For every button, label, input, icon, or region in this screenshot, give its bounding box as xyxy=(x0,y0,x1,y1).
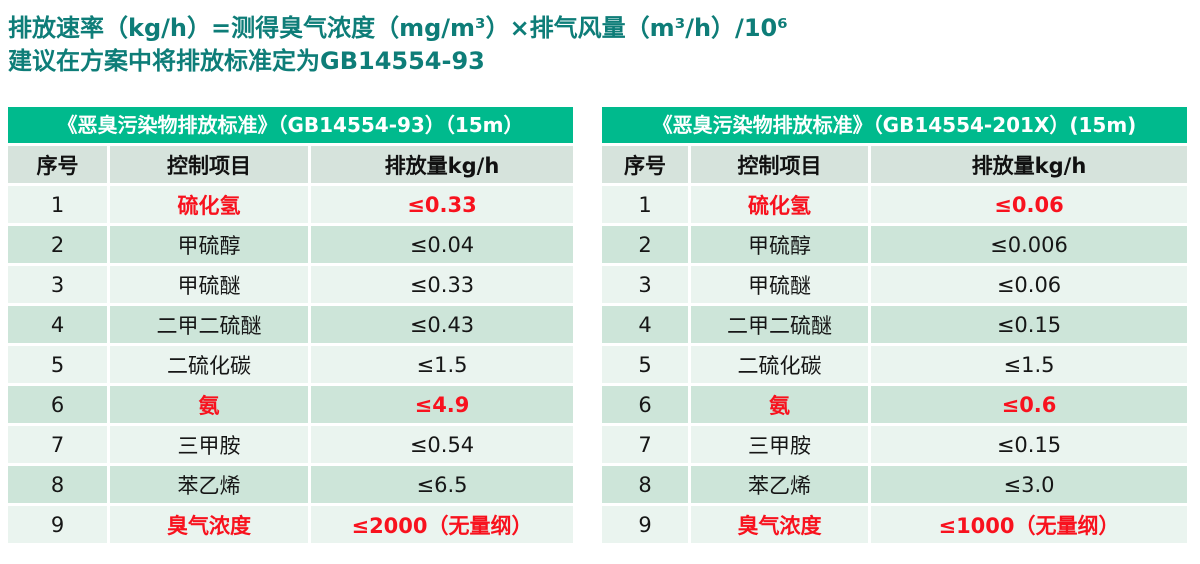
emission-limit-cell: ≤0.04 xyxy=(311,226,573,263)
row-number-cell: 7 xyxy=(8,426,107,463)
row-number-cell: 5 xyxy=(8,346,107,383)
column-header-emission-limit: 排放量kg/h xyxy=(311,146,573,183)
control-item-cell: 硫化氢 xyxy=(110,186,308,223)
control-item-cell: 氨 xyxy=(691,386,868,423)
emission-limit-cell: ≤0.06 xyxy=(871,266,1187,303)
table-row: 3 甲硫醚 ≤0.06 xyxy=(602,266,1187,303)
emission-limit-cell: ≤0.006 xyxy=(871,226,1187,263)
control-item-cell: 二硫化碳 xyxy=(110,346,308,383)
row-number-cell: 9 xyxy=(8,506,107,543)
emission-limit-cell: ≤0.54 xyxy=(311,426,573,463)
table-row: 5 二硫化碳 ≤1.5 xyxy=(602,346,1187,383)
row-number-cell: 4 xyxy=(602,306,688,343)
table-row: 9 臭气浓度 ≤1000（无量纲） xyxy=(602,506,1187,543)
table-row: 2 甲硫醇 ≤0.04 xyxy=(8,226,573,263)
control-item-cell: 臭气浓度 xyxy=(110,506,308,543)
row-number-cell: 9 xyxy=(602,506,688,543)
table-row: 4 二甲二硫醚 ≤0.15 xyxy=(602,306,1187,343)
control-item-cell: 苯乙烯 xyxy=(691,466,868,503)
row-number-cell: 2 xyxy=(602,226,688,263)
control-item-cell: 二甲二硫醚 xyxy=(691,306,868,343)
row-number-cell: 1 xyxy=(602,186,688,223)
table-row: 1 硫化氢 ≤0.06 xyxy=(602,186,1187,223)
column-header-control-item: 控制项目 xyxy=(691,146,868,183)
emission-limit-cell: ≤1000（无量纲） xyxy=(871,506,1187,543)
table-row: 7 三甲胺 ≤0.54 xyxy=(8,426,573,463)
row-number-cell: 7 xyxy=(602,426,688,463)
table-row: 8 苯乙烯 ≤3.0 xyxy=(602,466,1187,503)
emission-limit-cell: ≤3.0 xyxy=(871,466,1187,503)
table-row: 6 氨 ≤4.9 xyxy=(8,386,573,423)
control-item-cell: 三甲胺 xyxy=(691,426,868,463)
row-number-cell: 1 xyxy=(8,186,107,223)
control-item-cell: 甲硫醚 xyxy=(110,266,308,303)
table-header-row: 序号 控制项目 排放量kg/h xyxy=(602,146,1187,183)
table-body: 1 硫化氢 ≤0.06 2 甲硫醇 ≤0.006 3 甲硫醚 ≤0.06 4 二甲二硫醚 ≤0.15 5… xyxy=(602,186,1187,543)
table-row: 9 臭气浓度 ≤2000（无量纲） xyxy=(8,506,573,543)
row-number-cell: 6 xyxy=(602,386,688,423)
control-item-cell: 甲硫醇 xyxy=(110,226,308,263)
control-item-cell: 二甲二硫醚 xyxy=(110,306,308,343)
row-number-cell: 4 xyxy=(8,306,107,343)
column-header-control-item: 控制项目 xyxy=(110,146,308,183)
control-item-cell: 甲硫醇 xyxy=(691,226,868,263)
control-item-cell: 二硫化碳 xyxy=(691,346,868,383)
control-item-cell: 甲硫醚 xyxy=(691,266,868,303)
table-row: 4 二甲二硫醚 ≤0.43 xyxy=(8,306,573,343)
column-header-index: 序号 xyxy=(8,146,107,183)
emission-limit-cell: ≤0.15 xyxy=(871,426,1187,463)
row-number-cell: 3 xyxy=(8,266,107,303)
table-body: 1 硫化氢 ≤0.33 2 甲硫醇 ≤0.04 3 甲硫醚 ≤0.33 4 二甲二硫醚 ≤0.43 5 二… xyxy=(8,186,573,543)
table-header-row: 序号 控制项目 排放量kg/h xyxy=(8,146,573,183)
table-row: 6 氨 ≤0.6 xyxy=(602,386,1187,423)
standard-limits-table: 序号 控制项目 排放量kg/h 1 硫化氢 ≤0.33 2 甲硫醇 ≤0.04 3 甲硫醚 ≤0… xyxy=(5,143,576,546)
table-row: 3 甲硫醚 ≤0.33 xyxy=(8,266,573,303)
standard-recommendation-line: 建议在方案中将排放标准定为GB14554-93 xyxy=(8,47,485,75)
control-item-cell: 三甲胺 xyxy=(110,426,308,463)
emission-limit-cell: ≤0.33 xyxy=(311,186,573,223)
control-item-cell: 硫化氢 xyxy=(691,186,868,223)
emission-limit-cell: ≤0.06 xyxy=(871,186,1187,223)
table-row: 7 三甲胺 ≤0.15 xyxy=(602,426,1187,463)
row-number-cell: 6 xyxy=(8,386,107,423)
column-header-index: 序号 xyxy=(602,146,688,183)
slide-header-text: 排放速率（kg/h）=测得臭气浓度（mg/m³）×排气风量（m³/h）/10⁶ … xyxy=(8,12,788,78)
row-number-cell: 2 xyxy=(8,226,107,263)
emission-limit-cell: ≤0.33 xyxy=(311,266,573,303)
emission-standard-table-gb14554-93: 《恶臭污染物排放标准》（GB14554-93）（15m） 序号 控制项目 排放量… xyxy=(8,107,573,546)
control-item-cell: 氨 xyxy=(110,386,308,423)
emission-limit-cell: ≤2000（无量纲） xyxy=(311,506,573,543)
row-number-cell: 5 xyxy=(602,346,688,383)
table-title: 《恶臭污染物排放标准》（GB14554-93）（15m） xyxy=(8,107,573,143)
table-row: 5 二硫化碳 ≤1.5 xyxy=(8,346,573,383)
emission-limit-cell: ≤0.6 xyxy=(871,386,1187,423)
emission-limit-cell: ≤6.5 xyxy=(311,466,573,503)
row-number-cell: 3 xyxy=(602,266,688,303)
emission-limit-cell: ≤1.5 xyxy=(311,346,573,383)
table-title: 《恶臭污染物排放标准》（GB14554-201X）(15m) xyxy=(602,107,1187,143)
standard-limits-table: 序号 控制项目 排放量kg/h 1 硫化氢 ≤0.06 2 甲硫醇 ≤0.006 3 甲硫醚 ≤… xyxy=(599,143,1190,546)
control-item-cell: 苯乙烯 xyxy=(110,466,308,503)
emission-limit-cell: ≤4.9 xyxy=(311,386,573,423)
row-number-cell: 8 xyxy=(8,466,107,503)
emission-standard-table-gb14554-201x: 《恶臭污染物排放标准》（GB14554-201X）(15m) 序号 控制项目 排… xyxy=(602,107,1187,546)
emission-limit-cell: ≤0.15 xyxy=(871,306,1187,343)
column-header-emission-limit: 排放量kg/h xyxy=(871,146,1187,183)
emission-rate-formula-line: 排放速率（kg/h）=测得臭气浓度（mg/m³）×排气风量（m³/h）/10⁶ xyxy=(8,14,788,42)
table-row: 8 苯乙烯 ≤6.5 xyxy=(8,466,573,503)
control-item-cell: 臭气浓度 xyxy=(691,506,868,543)
emission-limit-cell: ≤0.43 xyxy=(311,306,573,343)
emission-limit-cell: ≤1.5 xyxy=(871,346,1187,383)
row-number-cell: 8 xyxy=(602,466,688,503)
table-row: 2 甲硫醇 ≤0.006 xyxy=(602,226,1187,263)
table-row: 1 硫化氢 ≤0.33 xyxy=(8,186,573,223)
